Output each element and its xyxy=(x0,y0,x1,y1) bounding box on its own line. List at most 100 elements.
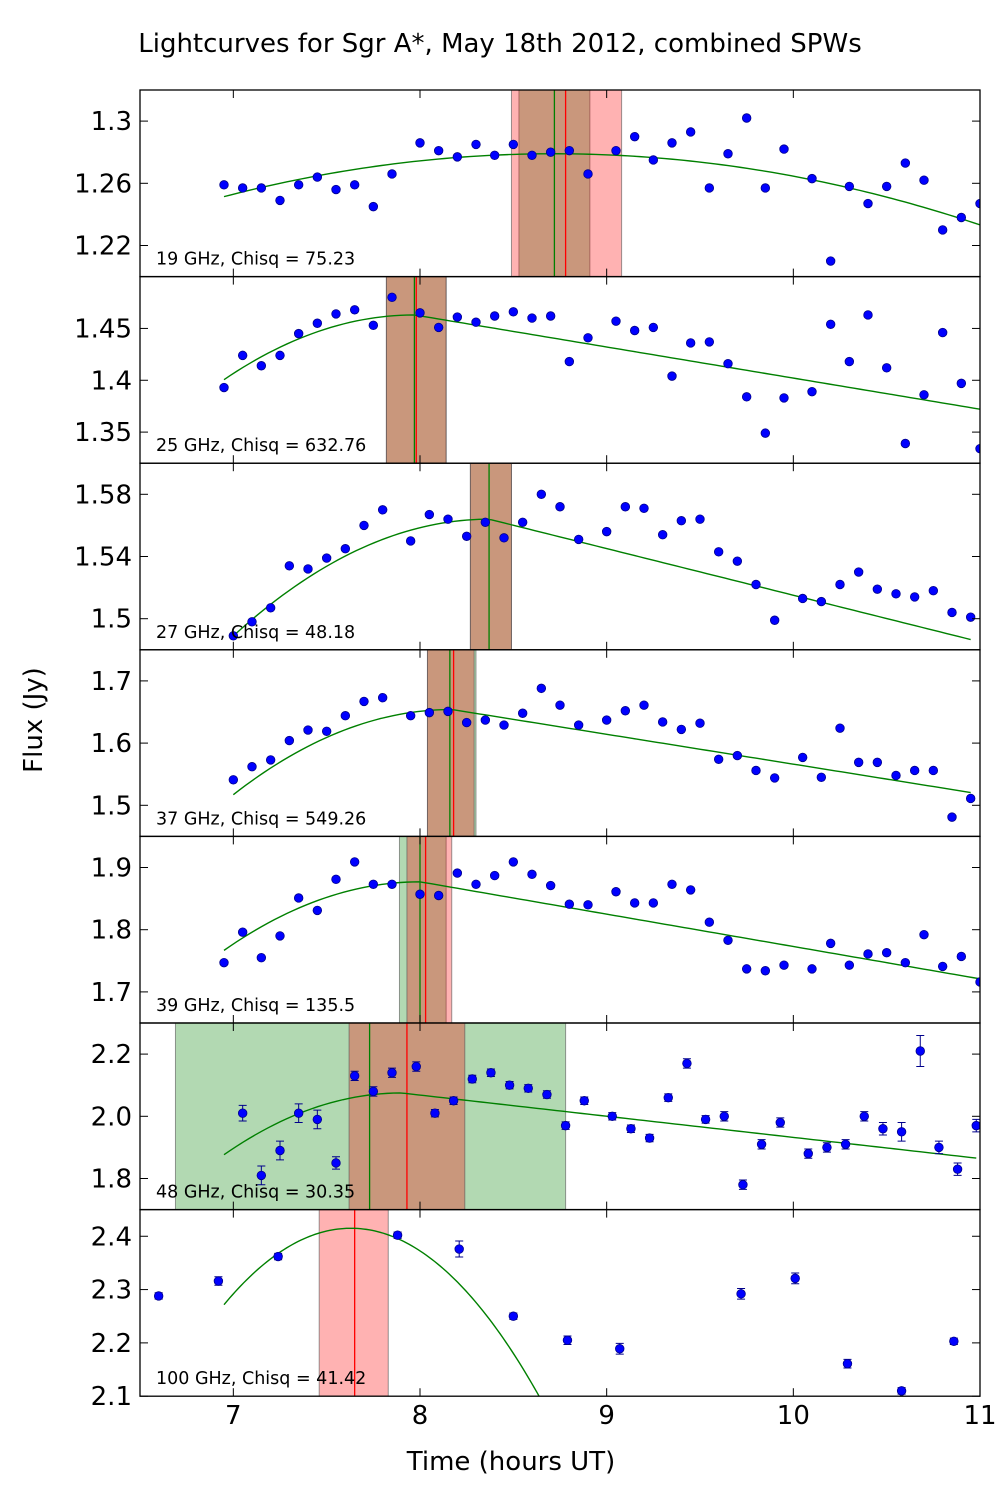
data-point xyxy=(611,887,621,897)
data-point xyxy=(377,505,388,515)
data-point xyxy=(508,857,519,867)
data-point xyxy=(723,935,733,945)
data-point xyxy=(732,750,743,761)
data-point xyxy=(896,1127,907,1137)
data-point xyxy=(579,1096,589,1106)
data-point xyxy=(825,938,836,949)
data-point xyxy=(909,592,920,602)
data-point xyxy=(700,1114,711,1125)
y-tick-label: 1.45 xyxy=(74,314,132,344)
x-tick-label: 11 xyxy=(963,1401,996,1431)
data-point xyxy=(947,812,957,822)
data-point xyxy=(844,181,855,192)
data-point xyxy=(433,890,444,901)
data-point xyxy=(542,1089,552,1100)
data-point xyxy=(349,305,360,315)
data-point xyxy=(471,139,481,150)
data-point xyxy=(790,1273,800,1284)
data-point xyxy=(779,393,789,403)
data-point xyxy=(928,586,939,596)
data-point xyxy=(508,1311,519,1321)
y-tick-label: 1.6 xyxy=(91,729,132,759)
data-point xyxy=(424,707,435,718)
data-point xyxy=(387,169,397,179)
data-point xyxy=(900,158,911,168)
data-point xyxy=(486,1068,496,1078)
data-point xyxy=(919,929,929,940)
data-point xyxy=(741,964,752,974)
data-point xyxy=(797,593,808,604)
data-point xyxy=(331,1158,341,1168)
fit-curve xyxy=(232,518,971,641)
data-point xyxy=(228,631,239,641)
data-point xyxy=(564,356,575,367)
data-point xyxy=(611,145,621,156)
data-point xyxy=(685,338,696,348)
data-point xyxy=(284,561,295,571)
data-point xyxy=(452,868,463,878)
data-point xyxy=(430,1108,440,1118)
data-point xyxy=(331,309,341,319)
data-point xyxy=(340,544,351,554)
data-point xyxy=(965,612,976,622)
data-point xyxy=(723,149,733,159)
y-tick-label: 1.7 xyxy=(91,978,132,1008)
data-point xyxy=(508,139,519,150)
data-point xyxy=(878,1124,888,1134)
data-point xyxy=(937,961,948,972)
data-point xyxy=(601,526,612,537)
y-tick-label: 2.4 xyxy=(91,1222,132,1252)
data-point xyxy=(803,1148,813,1159)
y-tick-label: 1.3 xyxy=(91,107,132,137)
fit-curve xyxy=(223,881,980,980)
data-point xyxy=(919,175,929,185)
panel-6: 1.8 2.0 2.2 48 GHz, Chisq = 30.35 xyxy=(91,1022,981,1211)
data-point xyxy=(583,900,593,910)
data-point xyxy=(751,579,761,590)
data-point xyxy=(387,292,397,303)
panel-label: 19 GHz, Chisq = 75.23 xyxy=(156,250,355,270)
data-point xyxy=(405,711,416,721)
data-point xyxy=(816,772,827,783)
data-point xyxy=(667,879,677,889)
data-point xyxy=(685,885,696,895)
data-point xyxy=(433,322,444,333)
data-point xyxy=(760,966,771,976)
data-point xyxy=(667,138,677,148)
data-point xyxy=(415,889,425,899)
y-tick-label: 1.8 xyxy=(91,1165,132,1195)
y-tick-label: 1.58 xyxy=(74,480,132,510)
y-tick-label: 1.7 xyxy=(91,667,132,697)
panel-plot-area xyxy=(219,836,980,1024)
panels-group: 1.221.261.319 GHz, Chisq = 75.231.351.41… xyxy=(74,89,997,1431)
data-point xyxy=(237,927,248,937)
data-point xyxy=(601,715,612,725)
data-point xyxy=(648,322,659,333)
data-point xyxy=(387,1068,397,1078)
data-point xyxy=(822,1142,832,1153)
data-point xyxy=(676,516,687,526)
uncertainty-band-red xyxy=(426,649,475,837)
data-point xyxy=(368,201,379,212)
x-tick-label: 9 xyxy=(598,1401,615,1431)
panel-frame xyxy=(139,1208,981,1397)
x-tick-label: 8 xyxy=(412,1401,429,1431)
panel-2: 1.35 1.4 1.45 25 GHz, Chisq = 632.76 xyxy=(74,275,981,464)
panel-label: 27 GHz, Chisq = 48.18 xyxy=(156,623,355,643)
y-tick-label: 1.5 xyxy=(91,791,132,821)
data-point xyxy=(807,386,817,397)
data-point xyxy=(228,775,239,785)
y-tick-label: 2.1 xyxy=(91,1382,132,1412)
data-point xyxy=(807,173,817,184)
data-point xyxy=(368,1086,379,1097)
data-point xyxy=(321,553,332,563)
data-point xyxy=(667,371,677,381)
data-point xyxy=(293,180,304,190)
data-point xyxy=(825,256,836,266)
data-point xyxy=(975,443,980,454)
data-point xyxy=(644,1133,655,1143)
data-point xyxy=(275,1145,285,1156)
data-point xyxy=(340,711,351,721)
data-point xyxy=(411,1061,421,1072)
